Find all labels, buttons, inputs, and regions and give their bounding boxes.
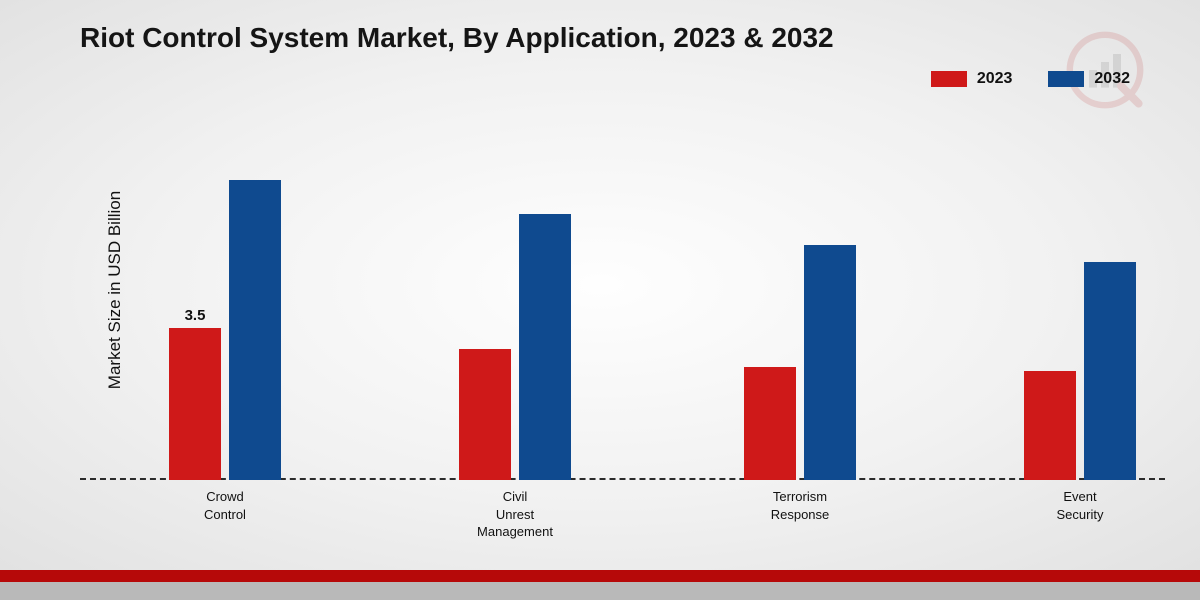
plot-area: 3.5 — [80, 110, 1165, 480]
footer-red-stripe — [0, 570, 1200, 582]
footer-bar — [0, 570, 1200, 600]
chart-container: Riot Control System Market, By Applicati… — [0, 0, 1200, 570]
bar — [1084, 262, 1136, 480]
chart-title: Riot Control System Market, By Applicati… — [80, 22, 834, 54]
legend-swatch-2032 — [1048, 71, 1084, 87]
legend-item-2032: 2032 — [1048, 70, 1130, 88]
bar — [744, 367, 796, 480]
legend-label-2023: 2023 — [977, 70, 1013, 88]
x-axis-category-label: CivilUnrestManagement — [435, 488, 595, 541]
x-axis-category-label: EventSecurity — [1000, 488, 1160, 523]
x-axis-category-label: TerrorismResponse — [720, 488, 880, 523]
x-axis-category-label: CrowdControl — [145, 488, 305, 523]
legend: 2023 2032 — [931, 70, 1130, 88]
legend-swatch-2023 — [931, 71, 967, 87]
footer-grey-stripe — [0, 582, 1200, 600]
bar — [229, 180, 281, 480]
bar-value-label: 3.5 — [185, 307, 206, 324]
legend-item-2023: 2023 — [931, 70, 1013, 88]
bar — [169, 328, 221, 480]
legend-label-2032: 2032 — [1094, 70, 1130, 88]
bar — [519, 214, 571, 480]
bar — [804, 245, 856, 480]
bar — [459, 349, 511, 480]
bar — [1024, 371, 1076, 480]
